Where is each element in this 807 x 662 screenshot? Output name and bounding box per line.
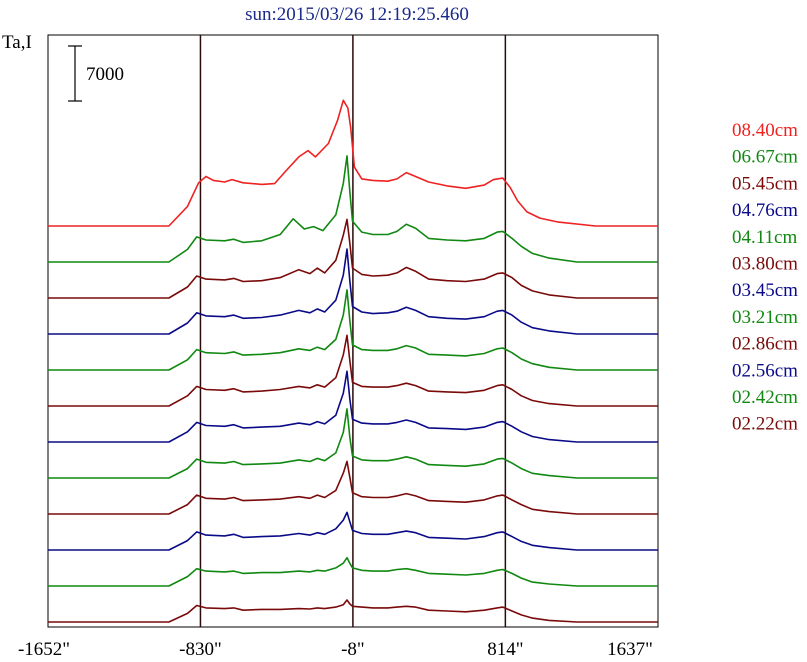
- legend-entry-8: 02.86cm: [732, 334, 798, 355]
- chart-title: sun:2015/03/26 12:19:25.460: [245, 4, 469, 25]
- legend-entry-3: 04.76cm: [732, 200, 798, 221]
- x-tick-label-3: 814": [487, 639, 523, 660]
- legend-entry-6: 03.45cm: [732, 280, 798, 301]
- x-tick-label-1: -830": [179, 639, 222, 660]
- legend-entry-0: 08.40cm: [732, 120, 798, 141]
- scale-bar: 7000: [68, 45, 124, 102]
- vertical-marker-lines: [199, 35, 507, 627]
- legend-entry-9: 02.56cm: [732, 360, 798, 381]
- x-tick-label-0: -1652": [18, 639, 70, 660]
- legend-entry-1: 06.67cm: [732, 147, 798, 168]
- series-line-04.76cm: [48, 248, 658, 335]
- legend-entry-10: 02.42cm: [732, 387, 798, 408]
- x-tick-label-2: -8": [341, 639, 365, 660]
- x-tick-label-4: 1637": [607, 639, 653, 660]
- series-line-02.42cm: [48, 556, 658, 587]
- series-lines: [48, 99, 658, 623]
- series-line-03.45cm: [48, 370, 658, 443]
- series-line-03.21cm: [48, 408, 658, 479]
- series-line-02.86cm: [48, 460, 658, 515]
- series-line-03.80cm: [48, 334, 658, 407]
- legend-entry-4: 04.11cm: [732, 227, 797, 248]
- legend-entry-5: 03.80cm: [732, 254, 798, 275]
- series-line-08.40cm: [48, 99, 658, 227]
- legend-entry-7: 03.21cm: [732, 307, 798, 328]
- series-line-02.22cm: [48, 599, 658, 623]
- y-axis-label: Ta,I: [2, 32, 32, 53]
- series-line-06.67cm: [48, 155, 658, 263]
- legend-entry-11: 02.22cm: [732, 414, 798, 435]
- x-tick-labels: -1652" -830" -8" 814" 1637": [18, 639, 653, 660]
- series-line-05.45cm: [48, 218, 658, 299]
- series-line-02.56cm: [48, 511, 658, 551]
- legend-entry-2: 05.45cm: [732, 173, 798, 194]
- series-line-04.11cm: [48, 289, 658, 371]
- legend: 08.40cm 06.67cm 05.45cm 04.76cm 04.11cm 03.80…: [732, 120, 798, 435]
- scale-bar-label: 7000: [86, 64, 124, 85]
